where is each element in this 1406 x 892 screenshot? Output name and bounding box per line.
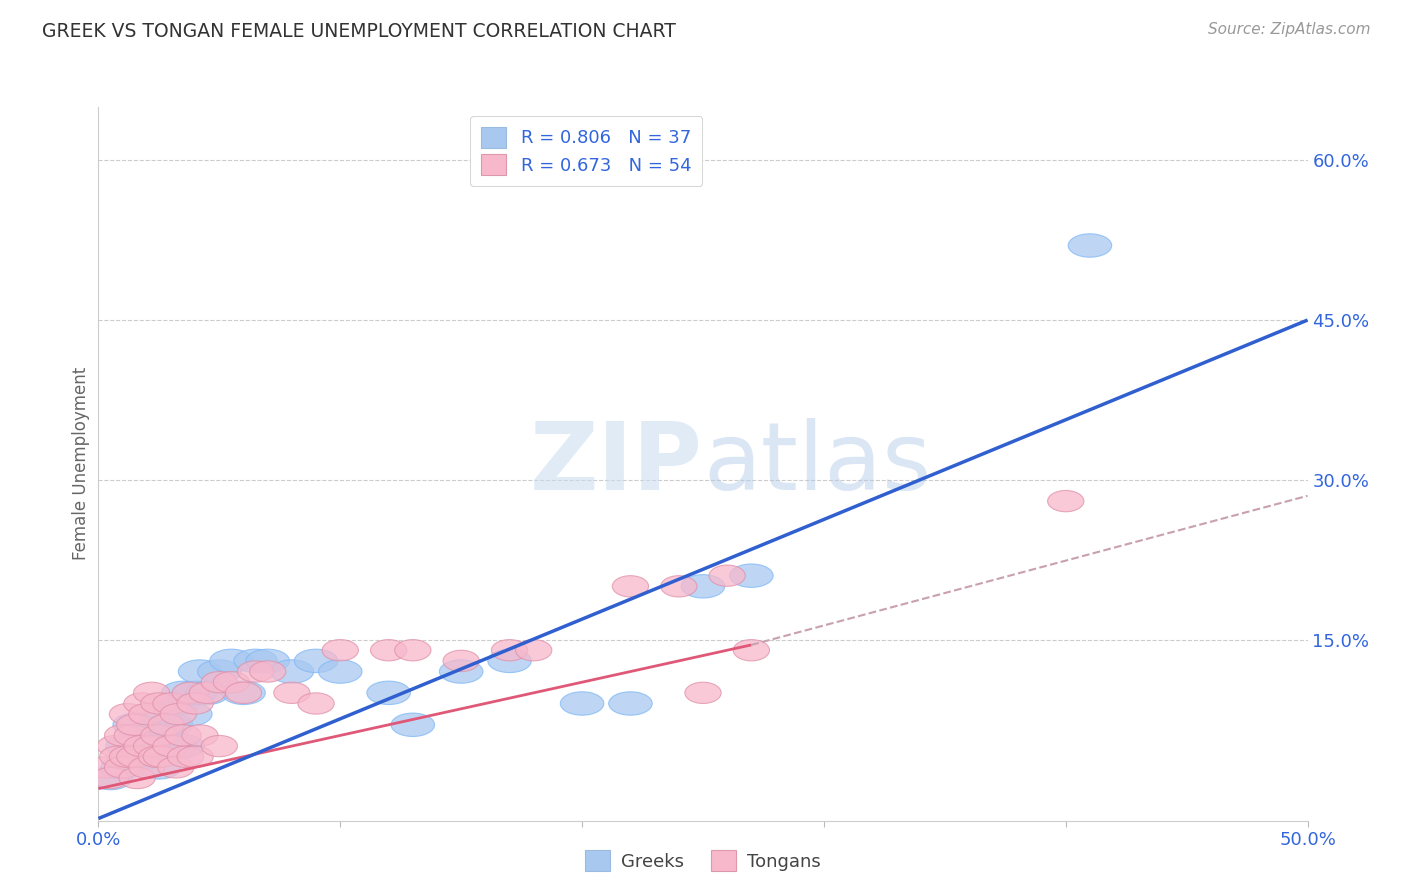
Ellipse shape	[120, 734, 163, 758]
Ellipse shape	[114, 725, 150, 746]
Ellipse shape	[270, 660, 314, 683]
Ellipse shape	[167, 746, 204, 767]
Ellipse shape	[201, 672, 238, 693]
Ellipse shape	[294, 649, 337, 673]
Ellipse shape	[112, 745, 156, 768]
Ellipse shape	[101, 756, 145, 779]
Ellipse shape	[661, 575, 697, 597]
Ellipse shape	[117, 746, 153, 767]
Ellipse shape	[138, 746, 174, 767]
Ellipse shape	[110, 746, 146, 767]
Ellipse shape	[709, 565, 745, 586]
Ellipse shape	[685, 682, 721, 704]
Ellipse shape	[110, 704, 146, 725]
Ellipse shape	[129, 756, 165, 778]
Ellipse shape	[179, 660, 222, 683]
Text: Source: ZipAtlas.com: Source: ZipAtlas.com	[1208, 22, 1371, 37]
Ellipse shape	[125, 723, 169, 747]
Ellipse shape	[391, 713, 434, 737]
Ellipse shape	[162, 681, 205, 705]
Ellipse shape	[143, 746, 180, 767]
Ellipse shape	[97, 735, 134, 756]
Ellipse shape	[609, 692, 652, 715]
Ellipse shape	[138, 756, 180, 779]
Ellipse shape	[173, 681, 217, 705]
Ellipse shape	[148, 714, 184, 735]
Ellipse shape	[181, 725, 218, 746]
Ellipse shape	[87, 756, 124, 778]
Ellipse shape	[149, 713, 193, 737]
Ellipse shape	[561, 692, 603, 715]
Ellipse shape	[124, 693, 160, 714]
Ellipse shape	[214, 672, 250, 693]
Ellipse shape	[145, 723, 188, 747]
Ellipse shape	[734, 640, 769, 661]
Ellipse shape	[177, 746, 214, 767]
Ellipse shape	[440, 660, 482, 683]
Ellipse shape	[367, 681, 411, 705]
Ellipse shape	[246, 649, 290, 673]
Ellipse shape	[120, 767, 155, 789]
Ellipse shape	[395, 640, 432, 661]
Ellipse shape	[93, 767, 129, 789]
Ellipse shape	[100, 746, 136, 767]
Ellipse shape	[188, 682, 225, 704]
Ellipse shape	[134, 735, 170, 756]
Ellipse shape	[443, 650, 479, 672]
Ellipse shape	[117, 714, 153, 735]
Ellipse shape	[124, 735, 160, 756]
Ellipse shape	[153, 693, 190, 714]
Ellipse shape	[172, 682, 208, 704]
Ellipse shape	[319, 660, 361, 683]
Text: ZIP: ZIP	[530, 417, 703, 510]
Ellipse shape	[177, 693, 214, 714]
Ellipse shape	[89, 766, 132, 789]
Ellipse shape	[198, 660, 240, 683]
Ellipse shape	[134, 682, 170, 704]
Ellipse shape	[488, 649, 531, 673]
Ellipse shape	[162, 734, 205, 758]
Ellipse shape	[156, 692, 200, 715]
Ellipse shape	[157, 756, 194, 778]
Ellipse shape	[1069, 234, 1112, 257]
Legend: Greeks, Tongans: Greeks, Tongans	[578, 843, 828, 879]
Legend: R = 0.806   N = 37, R = 0.673   N = 54: R = 0.806 N = 37, R = 0.673 N = 54	[470, 116, 702, 186]
Ellipse shape	[104, 756, 141, 778]
Ellipse shape	[209, 649, 253, 673]
Ellipse shape	[516, 640, 551, 661]
Ellipse shape	[141, 725, 177, 746]
Ellipse shape	[138, 702, 180, 726]
Ellipse shape	[141, 693, 177, 714]
Ellipse shape	[155, 734, 198, 758]
Ellipse shape	[112, 713, 156, 737]
Ellipse shape	[165, 725, 201, 746]
Ellipse shape	[492, 640, 527, 661]
Ellipse shape	[129, 704, 165, 725]
Ellipse shape	[298, 693, 335, 714]
Ellipse shape	[371, 640, 406, 661]
Ellipse shape	[129, 745, 173, 768]
Ellipse shape	[682, 574, 724, 598]
Ellipse shape	[274, 682, 311, 704]
Ellipse shape	[1047, 491, 1084, 512]
Ellipse shape	[160, 704, 197, 725]
Ellipse shape	[322, 640, 359, 661]
Ellipse shape	[104, 725, 141, 746]
Ellipse shape	[169, 702, 212, 726]
Ellipse shape	[201, 735, 238, 756]
Ellipse shape	[613, 575, 648, 597]
Ellipse shape	[222, 681, 266, 705]
Text: GREEK VS TONGAN FEMALE UNEMPLOYMENT CORRELATION CHART: GREEK VS TONGAN FEMALE UNEMPLOYMENT CORR…	[42, 22, 676, 41]
Ellipse shape	[238, 661, 274, 682]
Ellipse shape	[250, 661, 285, 682]
Ellipse shape	[105, 734, 149, 758]
Ellipse shape	[225, 682, 262, 704]
Ellipse shape	[730, 564, 773, 588]
Text: atlas: atlas	[703, 417, 931, 510]
Ellipse shape	[153, 735, 190, 756]
Ellipse shape	[233, 649, 277, 673]
Ellipse shape	[186, 681, 229, 705]
Y-axis label: Female Unemployment: Female Unemployment	[72, 368, 90, 560]
